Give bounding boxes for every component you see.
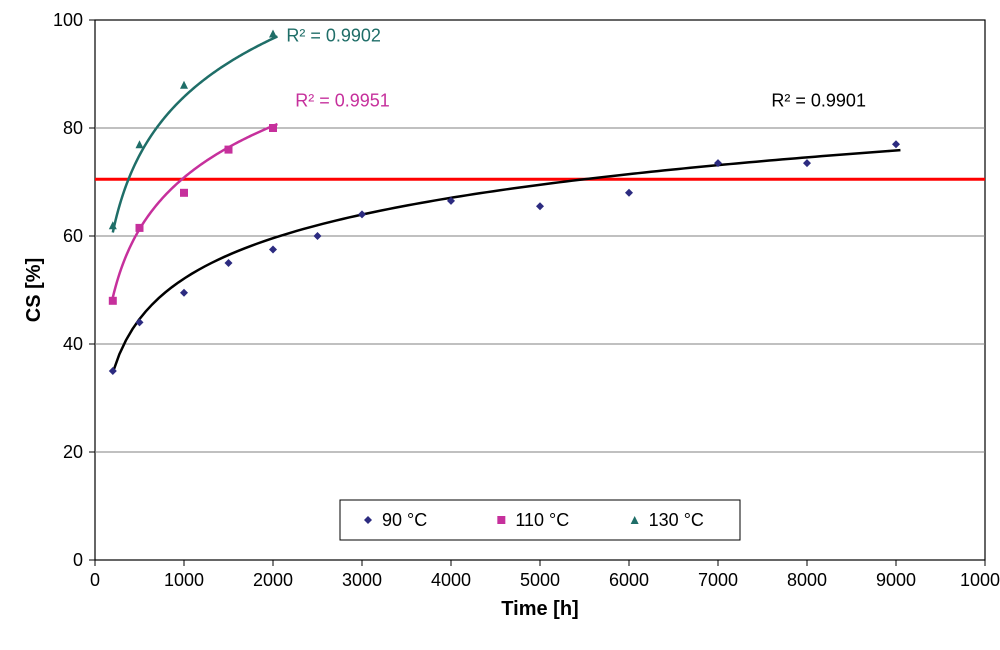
x-tick-label: 2000 (253, 570, 293, 590)
chart-container: 0100020003000400050006000700080009000100… (0, 0, 1000, 650)
legend-item-label: 130 °C (649, 510, 704, 530)
x-tick-label: 8000 (787, 570, 827, 590)
y-tick-label: 80 (63, 118, 83, 138)
marker-square (109, 297, 117, 305)
x-axis-label: Time [h] (501, 598, 578, 620)
chart-svg: 0100020003000400050006000700080009000100… (0, 0, 1000, 650)
x-tick-label: 10000 (960, 570, 1000, 590)
r-squared-label: R² = 0.9902 (286, 26, 381, 46)
y-tick-label: 40 (63, 334, 83, 354)
x-tick-label: 5000 (520, 570, 560, 590)
r-squared-label: R² = 0.9951 (295, 90, 390, 110)
legend-item-label: 110 °C (515, 510, 569, 530)
y-axis-label: CS [%] (23, 258, 45, 322)
y-tick-label: 100 (53, 10, 83, 30)
marker-square (269, 124, 277, 132)
marker-square (136, 224, 144, 232)
x-tick-label: 6000 (609, 570, 649, 590)
x-tick-label: 3000 (342, 570, 382, 590)
y-tick-label: 60 (63, 226, 83, 246)
y-tick-label: 0 (73, 550, 83, 570)
x-tick-label: 7000 (698, 570, 738, 590)
x-tick-label: 1000 (164, 570, 204, 590)
r-squared-label: R² = 0.9901 (771, 90, 866, 110)
x-tick-label: 4000 (431, 570, 471, 590)
marker-square (497, 516, 505, 524)
x-tick-label: 9000 (876, 570, 916, 590)
marker-square (180, 189, 188, 197)
y-tick-label: 20 (63, 442, 83, 462)
x-tick-label: 0 (90, 570, 100, 590)
marker-square (225, 146, 233, 154)
legend-item-label: 90 °C (382, 510, 427, 530)
